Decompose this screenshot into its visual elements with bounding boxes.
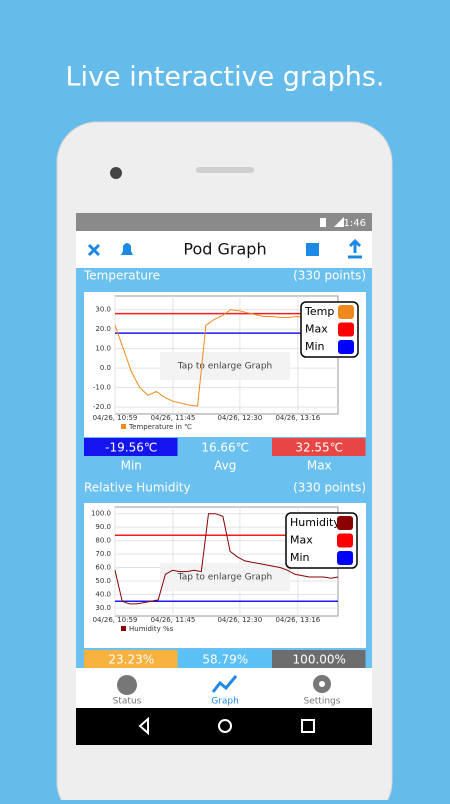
overlay-text: Tap to enlarge Graph — [177, 362, 273, 372]
x-tick-label: 04/26, 11:45 — [151, 616, 196, 624]
section-points: (330 points) — [293, 481, 366, 495]
y-tick-label: 10.0 — [95, 345, 111, 353]
stat-box — [178, 650, 272, 668]
recents-button[interactable] — [301, 719, 315, 733]
y-tick-label: 70.0 — [95, 550, 111, 558]
stat-value: -19.56℃ — [105, 441, 157, 455]
home-button[interactable] — [218, 719, 232, 733]
overlay — [160, 563, 290, 591]
legend-swatch — [338, 340, 354, 354]
legend-label: Humidity — [290, 516, 340, 529]
legend-swatch — [338, 322, 354, 337]
legend-swatch — [337, 516, 353, 530]
legend-label: Min — [290, 551, 310, 564]
y-tick-label: 30.0 — [95, 604, 111, 612]
nav-tab[interactable]: Status — [113, 697, 142, 707]
system-nav — [76, 708, 372, 745]
stat-value: 100.00% — [293, 653, 346, 667]
legend-swatch — [337, 533, 353, 548]
nav-tab[interactable]: Graph — [211, 697, 239, 707]
stop-button[interactable] — [306, 243, 319, 256]
data-line — [114, 513, 339, 605]
stat-label: Min — [121, 459, 142, 473]
y-tick-label: -20.0 — [93, 403, 111, 411]
speaker — [196, 167, 254, 173]
stat-value: 58.79% — [202, 653, 248, 667]
stat-box — [84, 650, 178, 668]
section-title: Temperature — [83, 269, 160, 283]
legend-label: Temp — [304, 305, 334, 318]
legend-swatch — [337, 551, 353, 565]
stat-value: 16.66℃ — [201, 441, 249, 455]
series-legend-label: Humidity %s — [129, 625, 174, 633]
legend-swatch — [338, 305, 354, 319]
x-tick-label: 04/26, 10:59 — [93, 616, 138, 624]
x-tick-label: 04/26, 12:30 — [217, 616, 262, 624]
export-button[interactable] — [348, 238, 362, 259]
y-tick-label: 80.0 — [95, 537, 111, 545]
settings-tab-icon-hole — [319, 681, 325, 687]
y-tick-label: 0.0 — [100, 364, 111, 372]
status-tab-icon[interactable] — [117, 675, 137, 695]
stat-value: 32.55℃ — [295, 441, 343, 455]
series-legend-swatch — [121, 626, 126, 631]
stat-box — [272, 650, 366, 668]
legend-label: Min — [305, 340, 325, 353]
promo-title: Live interactive graphs. — [66, 62, 385, 93]
legend-label: Max — [290, 534, 313, 547]
y-tick-label: 30.0 — [95, 306, 111, 314]
series-legend-swatch — [121, 424, 126, 429]
battery-icon — [320, 218, 326, 227]
stat-box — [272, 438, 366, 456]
stat-label: Avg — [214, 459, 236, 473]
y-tick-label: 50.0 — [95, 577, 111, 585]
x-tick-label: 04/26, 13:16 — [275, 616, 320, 624]
nav-tab[interactable]: Settings — [304, 697, 341, 707]
status-time: 1:46 — [344, 218, 366, 229]
stat-label: Max — [307, 459, 332, 473]
y-tick-label: 100.0 — [91, 510, 111, 518]
back-button[interactable] — [138, 716, 149, 736]
x-tick-label: 04/26, 12:30 — [217, 414, 262, 422]
overlay — [160, 352, 290, 380]
y-tick-label: -10.0 — [93, 384, 111, 392]
y-tick-label: 90.0 — [95, 523, 111, 531]
x-tick-label: 04/26, 11:45 — [151, 414, 196, 422]
status-bar — [76, 213, 372, 231]
section-points: (330 points) — [293, 269, 366, 283]
stat-box — [178, 438, 272, 456]
close-button[interactable] — [87, 243, 101, 257]
legend-label: Max — [305, 323, 328, 336]
overlay-text: Tap to enlarge Graph — [177, 573, 273, 583]
stat-value: 23.23% — [108, 653, 154, 667]
graph-tab-icon[interactable] — [211, 675, 238, 693]
y-tick-label: 60.0 — [95, 564, 111, 572]
stat-box — [84, 438, 178, 456]
alarm-button[interactable] — [121, 243, 133, 255]
x-tick-label: 04/26, 13:16 — [275, 414, 320, 422]
app-title: Pod Graph — [183, 240, 266, 259]
x-tick-label: 04/26, 10:59 — [93, 414, 138, 422]
signal-icon — [334, 217, 344, 227]
y-tick-label: 20.0 — [95, 325, 111, 333]
camera — [110, 167, 122, 179]
section-title: Relative Humidity — [84, 481, 191, 495]
y-tick-label: 40.0 — [95, 590, 111, 598]
series-legend-label: Temperature in ℃ — [128, 423, 192, 431]
